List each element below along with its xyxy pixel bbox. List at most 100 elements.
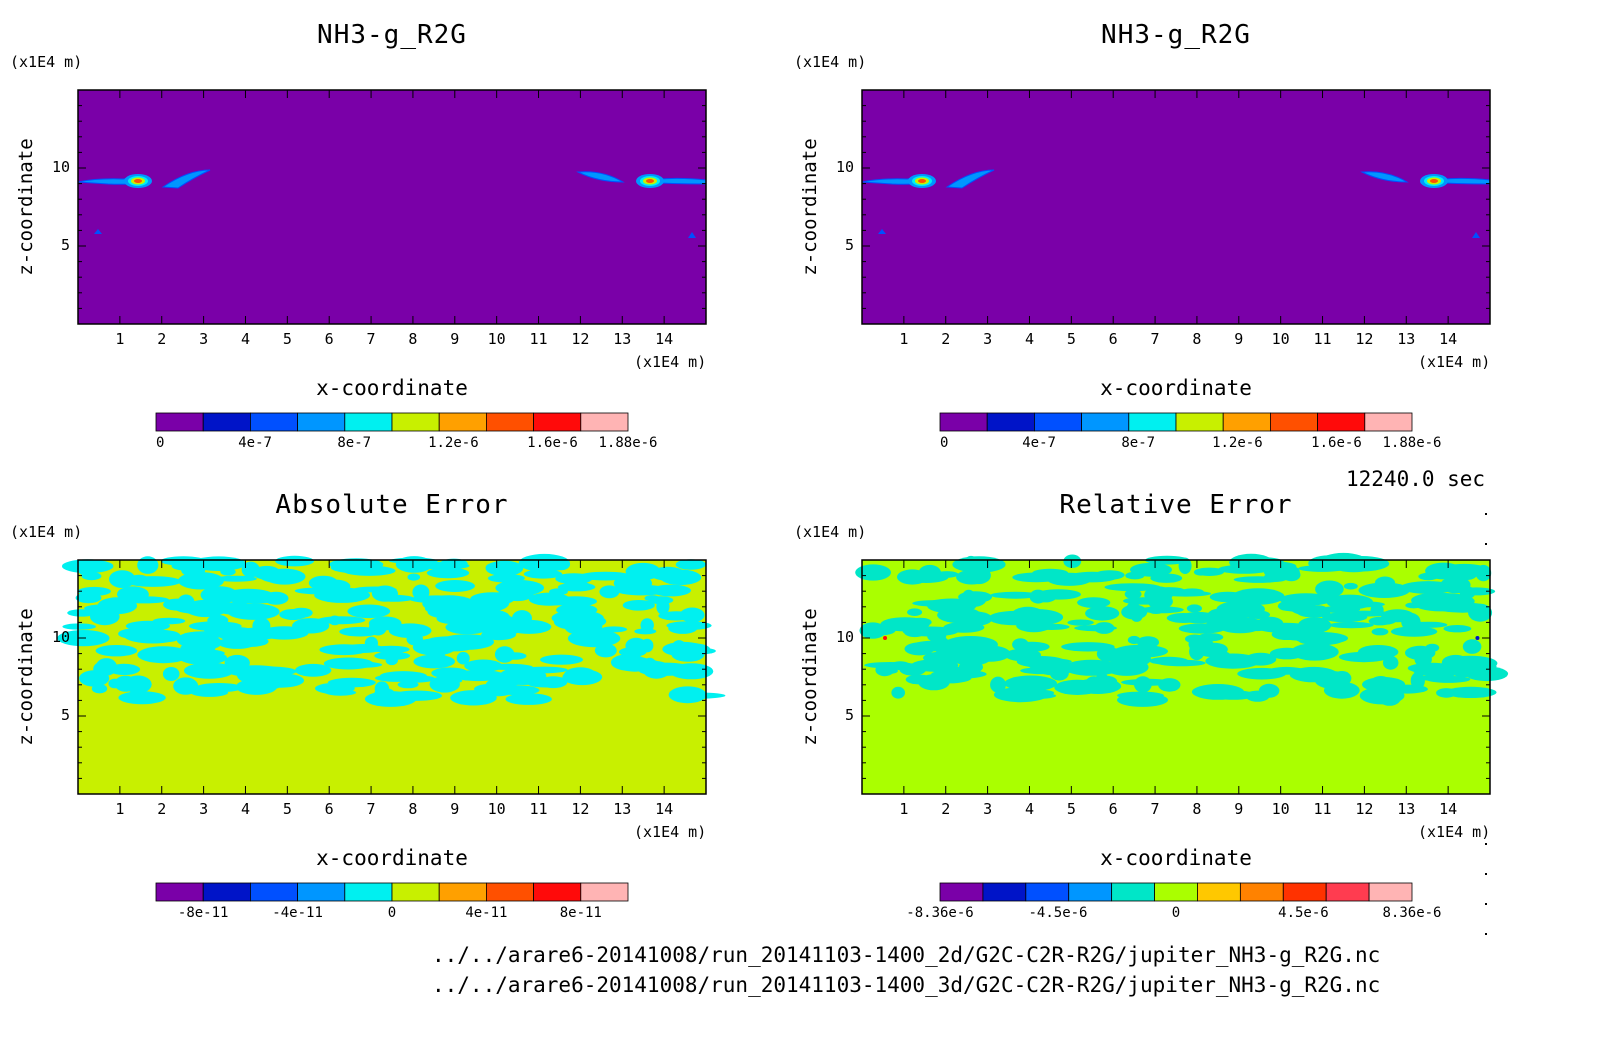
colorbar-swatch (1128, 412, 1177, 432)
colorbar (155, 412, 629, 432)
error-patch (1199, 642, 1228, 657)
error-patch (439, 558, 468, 569)
error-patch (429, 676, 460, 693)
colorbar-label: 1.6e-6 (1311, 435, 1362, 451)
error-patch (498, 587, 514, 603)
x-tick-label: 13 (1397, 800, 1416, 818)
x-tick-label: 1 (115, 330, 125, 348)
error-patch (1443, 625, 1472, 633)
error-patch (1290, 643, 1339, 661)
error-patch (1269, 647, 1305, 660)
error-patch (1357, 645, 1399, 659)
x-tick-label: 8 (1192, 800, 1202, 818)
error-patch (109, 570, 136, 588)
error-patch (599, 585, 620, 599)
x-tick-label: 3 (199, 800, 209, 818)
error-patch (177, 594, 195, 611)
colorbar-swatch (391, 882, 440, 902)
error-patch (81, 572, 102, 581)
error-patch (1314, 671, 1351, 689)
x-tick-label: 9 (1234, 800, 1244, 818)
error-patch (1066, 571, 1118, 583)
error-patch (1112, 650, 1152, 668)
error-patch (613, 574, 653, 592)
time-label: 12240.0 sec (1346, 467, 1486, 491)
error-patch (879, 667, 898, 674)
x-tick-label: 10 (487, 800, 506, 818)
error-patch (321, 579, 351, 594)
colorbar-label: -4e-11 (272, 905, 323, 921)
error-patch (445, 620, 490, 635)
colorbar-label: 1.6e-6 (527, 435, 578, 451)
y-axis-label: z-coordinate (15, 138, 37, 276)
x-tick-label: 7 (366, 800, 376, 818)
colorbar-label: 0 (940, 435, 949, 451)
colorbar-swatch (438, 882, 487, 902)
colorbar-label: 4e-7 (1022, 435, 1056, 451)
error-patch (1246, 610, 1270, 619)
error-patch (67, 609, 97, 617)
error-patch (456, 651, 470, 665)
x-tick-label: 8 (408, 330, 418, 348)
x-tick-label: 8 (1192, 330, 1202, 348)
chart-title: NH3-g_R2G (317, 20, 467, 50)
colorbar-label: 1.2e-6 (428, 435, 479, 451)
colorbar-label: 8e-7 (337, 435, 372, 451)
error-patch (1368, 616, 1392, 626)
colorbar-swatch (1034, 412, 1083, 432)
error-patch (374, 651, 411, 660)
colorbar-swatch (1197, 882, 1241, 902)
error-patch (1091, 660, 1107, 673)
x-axis-label: x-coordinate (1100, 376, 1252, 400)
error-patch (119, 596, 169, 604)
colorbar-label: -8.36e-6 (906, 905, 974, 921)
x-tick-label: 13 (613, 330, 632, 348)
error-patch (1157, 659, 1206, 667)
x-tick-label: 14 (1439, 330, 1458, 348)
error-patch (1134, 676, 1152, 693)
x-tick-label: 11 (529, 800, 548, 818)
error-patch (456, 606, 487, 624)
colorbar-swatch (344, 882, 393, 902)
x-tick-label: 1 (899, 800, 909, 818)
error-patch (452, 669, 505, 682)
error-patch (439, 634, 494, 650)
colorbar-swatch (1364, 412, 1413, 432)
x-tick-label: 13 (1397, 330, 1416, 348)
error-patch (1418, 572, 1439, 581)
error-patch (1258, 683, 1280, 698)
error-patch (413, 654, 456, 669)
error-patch (927, 598, 977, 614)
error-patch (1096, 675, 1118, 688)
chart-title: NH3-g_R2G (1101, 20, 1251, 50)
x-tick-label: 4 (1024, 800, 1034, 818)
error-patch (295, 663, 332, 677)
colorbar-label: 4e-7 (238, 435, 272, 451)
error-patch (907, 608, 923, 616)
colorbar-swatch (1154, 882, 1198, 902)
error-patch (638, 665, 692, 676)
x-tick-label: 6 (324, 330, 334, 348)
colorbar-swatch (344, 412, 393, 432)
y-unit-label: (x1E4 m) (10, 53, 83, 71)
error-patch (162, 667, 180, 681)
error-patch (656, 598, 670, 615)
error-patch (342, 565, 396, 576)
error-patch (1158, 678, 1181, 692)
colorbar-swatch (297, 412, 346, 432)
error-patch (1229, 553, 1274, 571)
error-patch (184, 662, 235, 679)
x-tick-label: 5 (1066, 330, 1076, 348)
error-patch (1319, 606, 1361, 613)
error-patch (651, 584, 691, 597)
small-feature (878, 229, 886, 234)
error-extreme (1475, 636, 1480, 640)
error-patch (528, 681, 563, 688)
small-feature (688, 232, 696, 238)
error-patch (1186, 604, 1202, 613)
error-patch (275, 555, 314, 567)
colorbar-swatch (939, 882, 984, 902)
x-tick-label: 14 (655, 800, 674, 818)
colorbar-label: 0 (156, 435, 165, 451)
y-tick-label: 5 (844, 706, 854, 724)
